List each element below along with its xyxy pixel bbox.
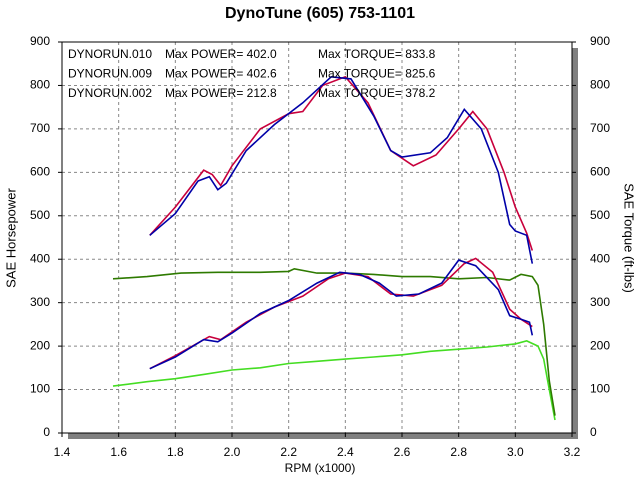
y-axis-label: SAE Horsepower [3,187,18,287]
legend-torque: Max TORQUE= 825.6 [318,67,436,81]
y-tick-label: 400 [30,251,50,265]
x-tick-label: 1.8 [167,445,184,459]
x-tick-label: 3.2 [564,445,581,459]
x-tick-label: 2.6 [394,445,411,459]
y2-tick-label: 100 [590,382,610,396]
legend-power: Max POWER= 402.6 [165,67,277,81]
x-tick-label: 2.4 [337,445,354,459]
y-tick-label: 700 [30,121,50,135]
y-tick-label: 0 [43,425,50,439]
y2-tick-label: 900 [590,34,610,48]
x-tick-label: 2.0 [224,445,241,459]
y-tick-label: 300 [30,295,50,309]
chart-title: DynoTune (605) 753-1101 [225,5,415,22]
legend-torque: Max TORQUE= 833.8 [318,47,436,61]
x-tick-label: 2.8 [450,445,467,459]
y2-tick-label: 800 [590,78,610,92]
legend-name: DYNORUN.002 [68,86,152,100]
y2-tick-label: 300 [590,295,610,309]
axis-shadow [572,48,578,439]
y-tick-label: 500 [30,208,50,222]
y-tick-label: 800 [30,78,50,92]
x-tick-label: 1.6 [110,445,127,459]
x-tick-label: 3.0 [507,445,524,459]
y-tick-label: 900 [30,34,50,48]
axis-shadow [68,433,578,439]
legend-name: DYNORUN.010 [68,47,152,61]
x-tick-label: 2.2 [280,445,297,459]
x-tick-label: 1.4 [54,445,71,459]
legend-power: Max POWER= 402.0 [165,47,277,61]
torque-line [149,75,534,264]
power-line [112,340,556,421]
y-tick-label: 200 [30,338,50,352]
y2-tick-label: 600 [590,165,610,179]
legend-power: Max POWER= 212.8 [165,86,277,100]
y-tick-label: 600 [30,165,50,179]
plot-frame [61,41,573,434]
x-axis-label: RPM (x1000) [285,461,356,475]
y2-axis-label: SAE Torque (ft-lbs) [622,183,637,293]
y2-tick-label: 500 [590,208,610,222]
legend-torque: Max TORQUE= 378.2 [318,86,436,100]
torque-line [112,267,556,416]
y2-tick-label: 400 [590,251,610,265]
y2-tick-label: 200 [590,338,610,352]
power-line [149,259,534,370]
y-tick-label: 100 [30,382,50,396]
y2-tick-label: 0 [590,425,597,439]
legend-name: DYNORUN.009 [68,67,152,81]
y2-tick-label: 700 [590,121,610,135]
torque-line [149,75,534,251]
